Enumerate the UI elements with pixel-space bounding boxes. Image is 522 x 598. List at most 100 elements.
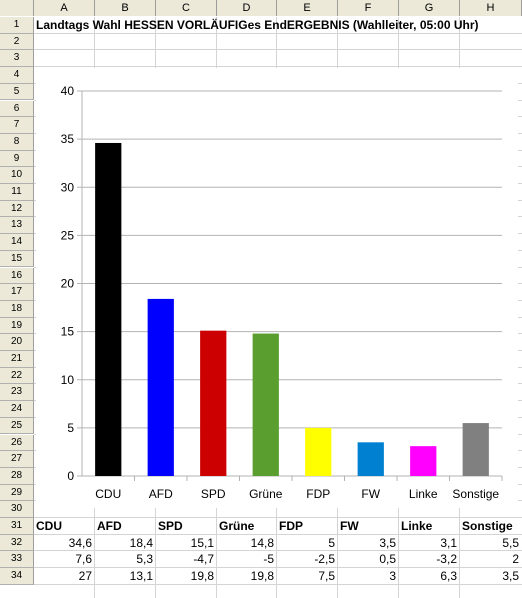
row-header-24[interactable]: 24 [0, 401, 34, 418]
table-cell[interactable]: 3,1 [440, 535, 457, 550]
row-header-8[interactable]: 8 [0, 133, 34, 151]
row-header-33[interactable]: 33 [0, 551, 34, 569]
table-header-cell[interactable]: Linke [401, 519, 433, 533]
row-header-30[interactable]: 30 [0, 501, 34, 518]
row-header-15[interactable]: 15 [0, 250, 34, 268]
row-header-22[interactable]: 22 [0, 367, 34, 385]
row-header-11[interactable]: 11 [0, 184, 34, 201]
y-tick-label: 0 [67, 469, 74, 483]
row-header-28[interactable]: 28 [0, 467, 34, 485]
column-header-h[interactable]: H [460, 0, 522, 16]
column-header-g[interactable]: G [399, 0, 460, 16]
table-cell[interactable]: -2,5 [314, 552, 335, 567]
y-tick-label: 35 [61, 132, 75, 146]
column-header-c[interactable]: C [156, 0, 217, 16]
table-cell[interactable]: 5,5 [502, 535, 519, 550]
row-header-13[interactable]: 13 [0, 217, 34, 235]
row-header-19[interactable]: 19 [0, 317, 34, 335]
table-cell[interactable]: 6,3 [440, 569, 457, 584]
row-header-20[interactable]: 20 [0, 334, 34, 351]
x-tick-label: FW [361, 487, 380, 501]
row-header-4[interactable]: 4 [0, 67, 34, 84]
row-header-12[interactable]: 12 [0, 200, 34, 218]
row-header-26[interactable]: 26 [0, 434, 34, 452]
row-header-10[interactable]: 10 [0, 167, 34, 184]
table-cell[interactable]: 7,6 [75, 552, 92, 567]
y-tick-label: 25 [61, 228, 75, 242]
table-header-cell[interactable]: FW [340, 519, 359, 533]
table-header-cell[interactable]: Grüne [219, 519, 255, 533]
table-cell[interactable]: 34,6 [68, 535, 92, 550]
row-header-14[interactable]: 14 [0, 234, 34, 251]
x-tick-label: AFD [149, 487, 173, 501]
bar-spd [200, 330, 227, 476]
table-cell[interactable]: 19,8 [250, 569, 274, 584]
row-gridline [34, 517, 522, 518]
row-header-5[interactable]: 5 [0, 83, 34, 101]
column-header-f[interactable]: F [338, 0, 399, 16]
table-header-cell[interactable]: AFD [97, 519, 122, 533]
row-header-16[interactable]: 16 [0, 267, 34, 285]
x-tick-label: FDP [306, 487, 330, 501]
table-cell[interactable]: 13,1 [129, 569, 153, 584]
row-gridline [34, 533, 522, 535]
row-header-27[interactable]: 27 [0, 451, 34, 468]
bar-chart[interactable]: 0 5 10 15 20 25 30 35 40 CDU AFD SPD Grüne FDP FW Linke… [36, 68, 518, 508]
table-cell[interactable]: 27 [78, 569, 92, 584]
table-cell[interactable]: 19,8 [190, 569, 214, 584]
row-header-2[interactable]: 2 [0, 33, 34, 51]
x-tick-label: Linke [409, 487, 438, 501]
bar-cdu [95, 142, 122, 476]
column-header-b[interactable]: B [95, 0, 156, 16]
row-header-9[interactable]: 9 [0, 150, 34, 168]
y-tick-label: 30 [61, 180, 75, 194]
row-gridline [34, 49, 522, 51]
row-header-21[interactable]: 21 [0, 351, 34, 368]
row-header-1[interactable]: 1 [0, 17, 34, 34]
row-header-6[interactable]: 6 [0, 100, 34, 118]
table-header-cell[interactable]: Sonstige [462, 519, 513, 533]
table-cell[interactable]: -4,7 [193, 552, 214, 567]
x-tick-label: Grüne [249, 487, 283, 501]
table-header-cell[interactable]: SPD [158, 519, 183, 533]
column-header-d[interactable]: D [217, 0, 277, 16]
table-cell[interactable]: 18,4 [129, 535, 153, 550]
row-gridline [34, 550, 522, 552]
table-header-cell[interactable]: CDU [36, 519, 62, 533]
row-header-29[interactable]: 29 [0, 484, 34, 502]
row-gridline [34, 66, 522, 68]
row-header-18[interactable]: 18 [0, 300, 34, 318]
table-cell[interactable]: -5 [263, 552, 274, 567]
sheet-title-cell[interactable]: Landtags Wahl HESSEN VORLÄUFIGes EndERGE… [36, 18, 479, 32]
table-cell[interactable]: 7,5 [318, 569, 335, 584]
column-header-e[interactable]: E [277, 0, 338, 16]
y-tick-label: 40 [61, 84, 75, 98]
row-header-3[interactable]: 3 [0, 50, 34, 68]
column-header-a[interactable]: A [34, 0, 95, 16]
row-header-17[interactable]: 17 [0, 284, 34, 301]
row-header-32[interactable]: 32 [0, 534, 34, 552]
row-header-31[interactable]: 31 [0, 518, 34, 535]
table-cell[interactable]: 14,8 [250, 535, 274, 550]
row-header-34[interactable]: 34 [0, 568, 34, 585]
table-cell[interactable]: 2 [512, 552, 519, 567]
bar-grüne [252, 333, 279, 476]
table-cell[interactable]: 0,5 [379, 552, 396, 567]
table-cell[interactable]: -3,2 [436, 552, 457, 567]
table-header-cell[interactable]: FDP [279, 519, 303, 533]
y-tick-label: 20 [61, 277, 75, 291]
bar-fw [357, 442, 384, 476]
table-cell[interactable]: 3,5 [379, 535, 396, 550]
table-cell[interactable]: 3 [389, 569, 396, 584]
row-header-7[interactable]: 7 [0, 117, 34, 134]
table-cell[interactable]: 5,3 [136, 552, 153, 567]
row-header-25[interactable]: 25 [0, 417, 34, 435]
y-tick-label: 10 [61, 373, 75, 387]
table-cell[interactable]: 15,1 [190, 535, 214, 550]
row-header-23[interactable]: 23 [0, 384, 34, 402]
select-all-corner[interactable] [0, 0, 34, 16]
row-gridline [34, 583, 522, 585]
table-cell[interactable]: 5 [328, 535, 335, 550]
table-cell[interactable]: 3,5 [502, 569, 519, 584]
bar-afd [147, 298, 174, 476]
